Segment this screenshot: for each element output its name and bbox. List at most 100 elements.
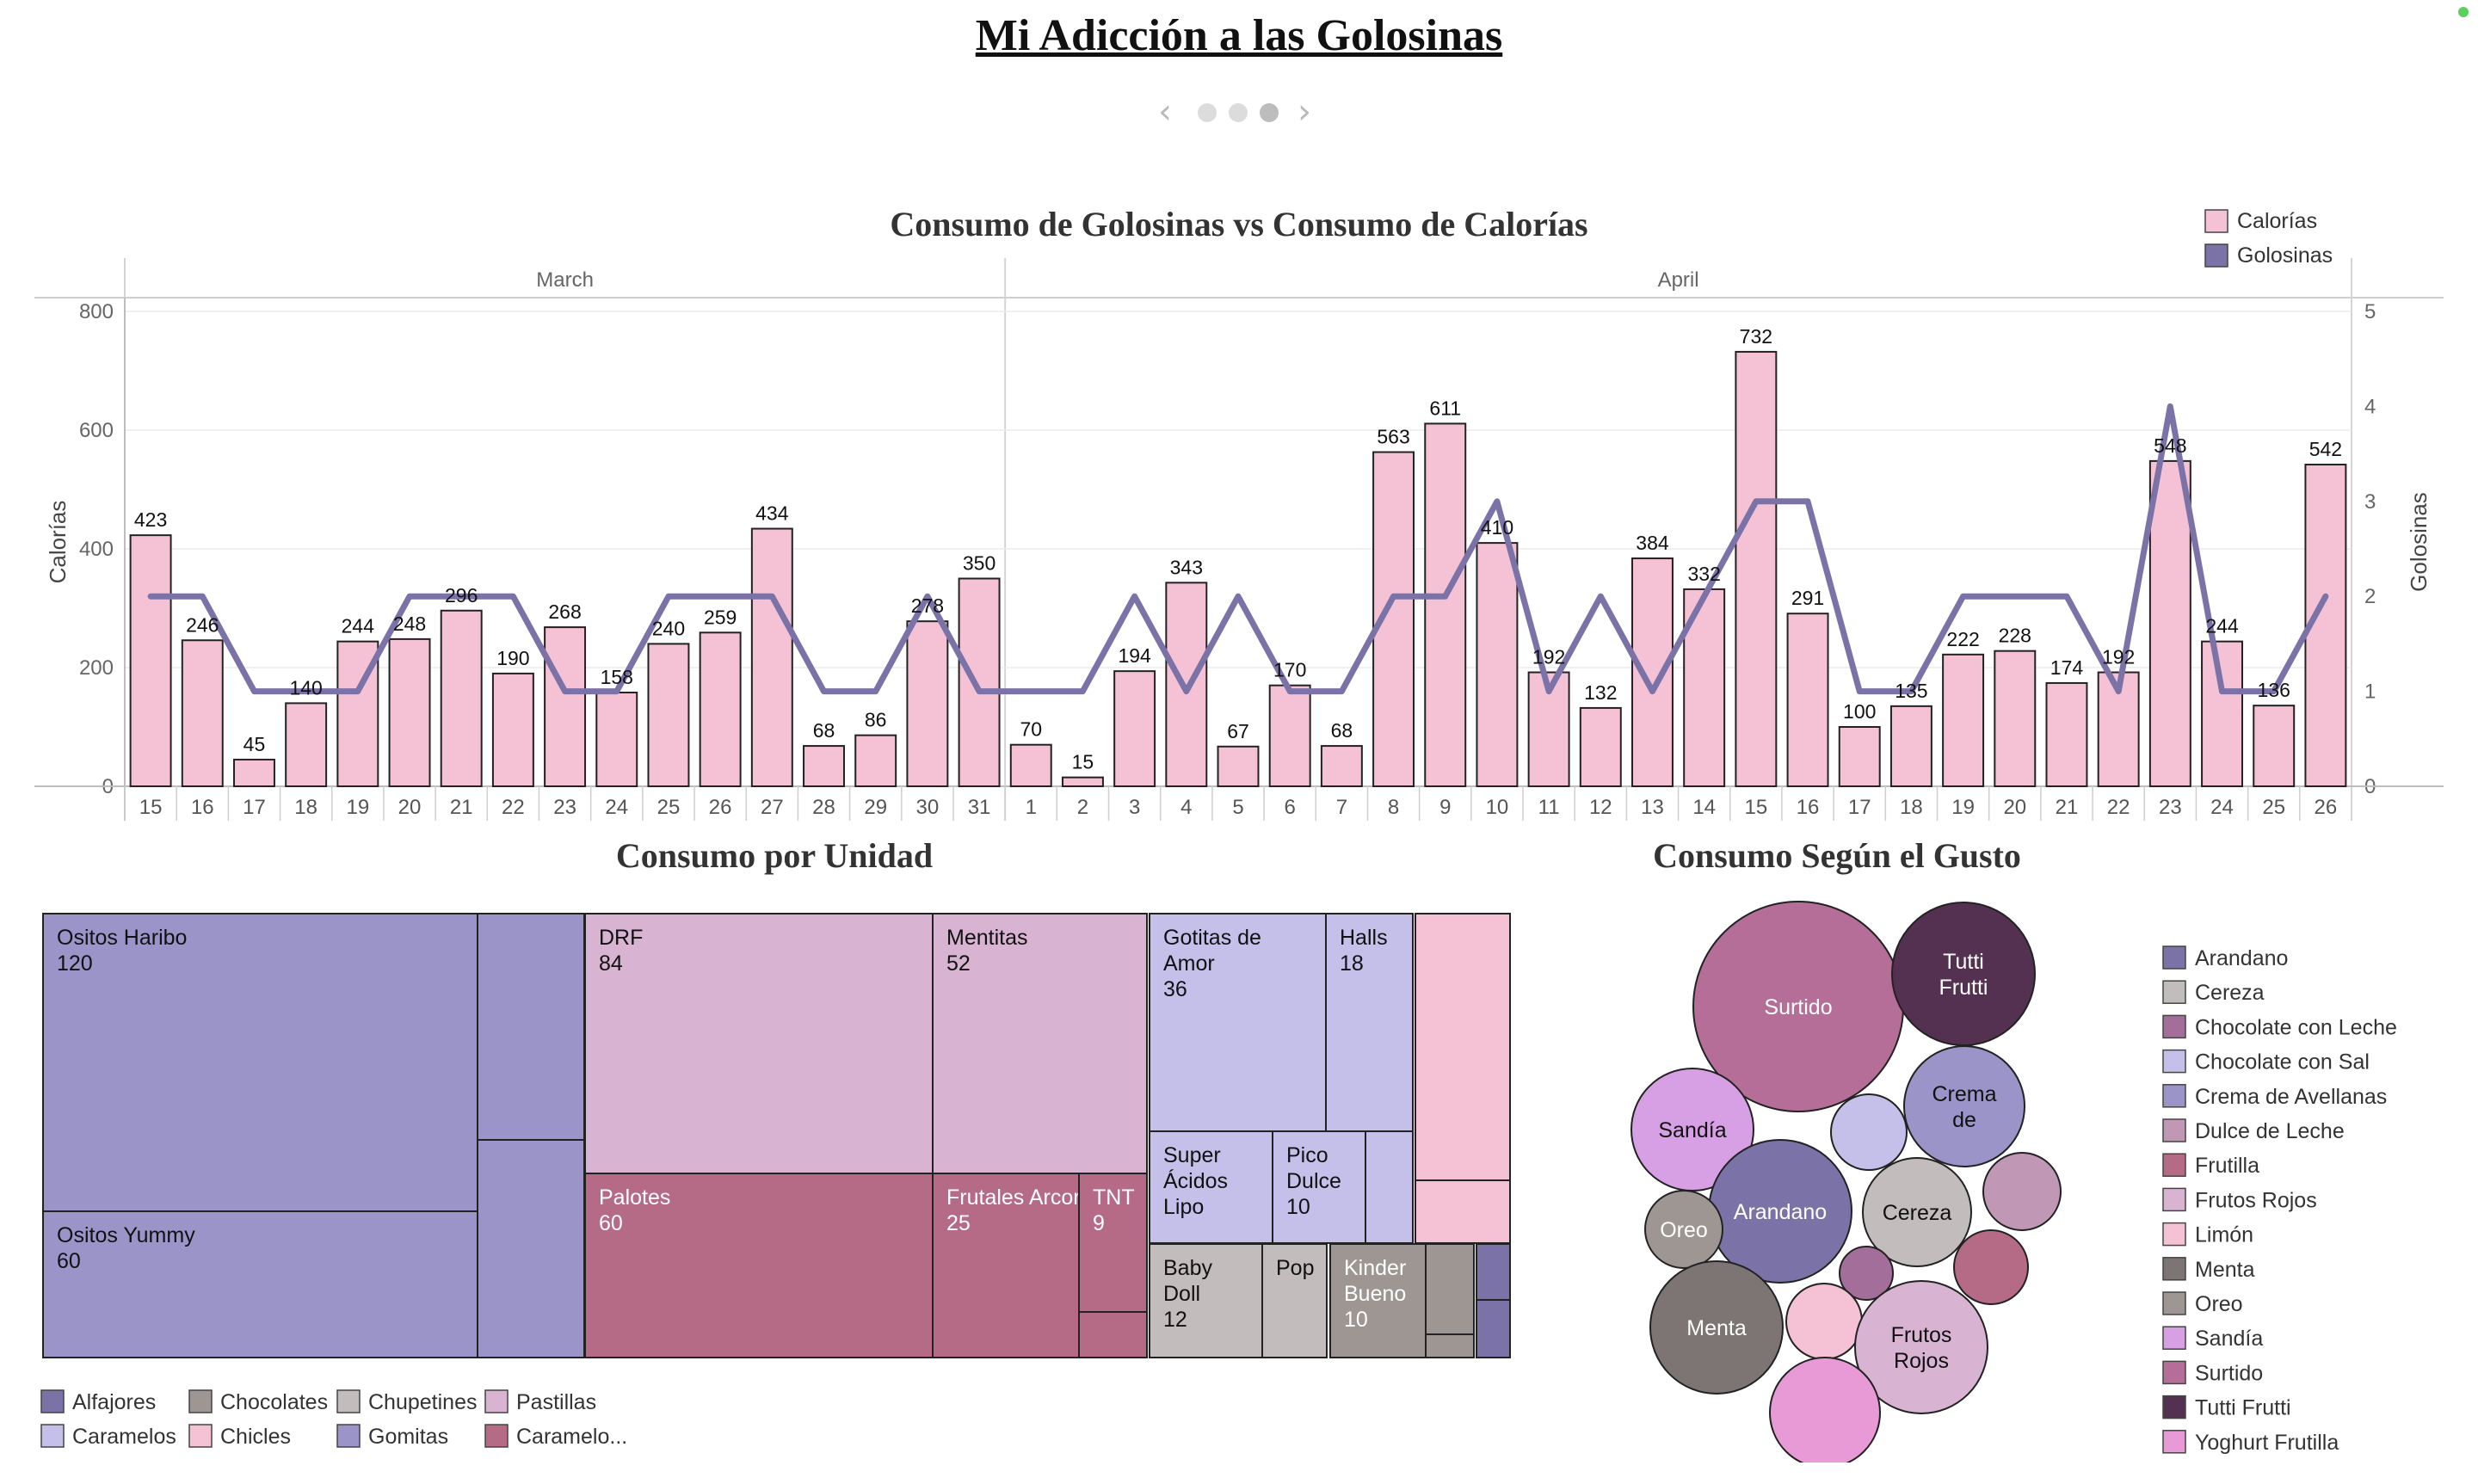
pager-dot-3[interactable] [1260, 103, 1279, 122]
treemap-legend-swatch [484, 1424, 509, 1448]
treemap-cell-label: Super Ácidos Lipo [1163, 1143, 1228, 1219]
bar-value-label: 222 [1946, 628, 1979, 650]
treemap-cell [1415, 1179, 1511, 1244]
treemap-cell-label: Palotes [599, 1185, 670, 1210]
bubble-legend-swatch [2162, 1360, 2186, 1385]
golosinas-line [147, 403, 2329, 695]
x-tick-label: 19 [346, 796, 369, 819]
treemap-cell-value: 120 [57, 951, 93, 976]
bar-value-label: 190 [496, 647, 529, 669]
bubble-label: Crema de [1932, 1082, 1996, 1132]
bar [181, 639, 224, 788]
x-tick-label: 7 [1336, 796, 1347, 819]
bubble-legend-swatch [2162, 1014, 2186, 1039]
treemap-legend-swatch [484, 1389, 509, 1413]
treemap-cell [932, 1173, 1080, 1358]
bubble [1862, 1157, 1972, 1267]
pager-dot-1[interactable] [1198, 103, 1217, 122]
bubble-legend-label: Menta [2195, 1258, 2255, 1282]
bar [958, 577, 1001, 787]
x-tick-label: 17 [243, 796, 266, 819]
treemap-cell-value: 25 [946, 1211, 971, 1235]
status-indicator [2458, 7, 2469, 17]
page-pager: ‹ › [1153, 92, 1325, 132]
bar-value-label: 244 [342, 615, 375, 637]
x-tick-label: 18 [294, 796, 317, 819]
treemap-cell [1149, 913, 1327, 1132]
bar [854, 734, 897, 787]
x-tick-label: 25 [2262, 796, 2285, 819]
x-tick-label: 1 [1026, 796, 1037, 819]
treemap-legend-label: Caramelos [72, 1425, 176, 1449]
treemap-cell [477, 1139, 585, 1358]
bubble-legend-label: Surtido [2195, 1361, 2263, 1385]
x-tick-label: 8 [1388, 796, 1399, 819]
bar-value-label: 68 [1331, 719, 1353, 742]
treemap-cell-label: Halls [1340, 926, 1388, 950]
treemap-cell-label: Gotitas de Amor [1163, 926, 1261, 976]
legend-label-calorías: Calorías [2237, 209, 2317, 233]
bar-value-label: 192 [1532, 646, 1565, 668]
bubble-legend-label: Sandía [2195, 1327, 2263, 1351]
y-tick-label: 400 [79, 538, 114, 561]
x-tick-label: 20 [2003, 796, 2026, 819]
bar [1320, 745, 1363, 788]
chevron-right-icon[interactable]: › [1298, 92, 1311, 132]
y2-tick-label: 4 [2364, 395, 2376, 418]
bubble-legend-label: Frutilla [2195, 1154, 2259, 1178]
bar-value-label: 240 [652, 617, 685, 639]
bubble [1854, 1280, 1988, 1414]
treemap-cell-value: 9 [1093, 1211, 1105, 1235]
bubble [1649, 1260, 1784, 1395]
treemap-legend-label: Caramelo... [516, 1425, 627, 1449]
legend-label-golosinas: Golosinas [2237, 243, 2333, 268]
bar-value-label: 136 [2258, 679, 2290, 701]
bar [1889, 705, 1932, 787]
x-tick-label: 31 [968, 796, 991, 819]
treemap-cell-value: 10 [1344, 1308, 1368, 1332]
x-tick-label: 13 [1641, 796, 1664, 819]
x-tick-label: 22 [502, 796, 525, 819]
chevron-left-icon[interactable]: ‹ [1158, 92, 1172, 132]
x-tick-label: 2 [1077, 796, 1088, 819]
x-tick-label: 23 [2159, 796, 2182, 819]
bar-value-label: 384 [1636, 532, 1669, 554]
bar-value-label: 135 [1895, 680, 1927, 702]
bar-value-label: 248 [393, 613, 426, 635]
y-tick-label: 800 [79, 300, 114, 323]
bar [1217, 745, 1260, 788]
bar-value-label: 67 [1227, 720, 1249, 742]
y-tick-label: 600 [79, 419, 114, 442]
legend-swatch-calorías [2204, 209, 2228, 233]
y2-tick-label: 2 [2364, 585, 2376, 608]
x-tick-label: 26 [2315, 796, 2338, 819]
bar-value-label: 296 [445, 584, 478, 607]
legend-swatch-golosinas [2204, 243, 2228, 268]
x-tick-label: 9 [1439, 796, 1451, 819]
bubble-legend-swatch [2162, 1291, 2186, 1315]
bar [1994, 650, 2037, 787]
bar-value-label: 228 [1999, 625, 2031, 647]
bar [1631, 557, 1674, 787]
bubble-legend-label: Chocolate con Sal [2195, 1050, 2370, 1075]
bar [1838, 726, 1881, 787]
treemap-legend-label: Chocolates [220, 1390, 328, 1414]
x-tick-label: 12 [1589, 796, 1612, 819]
treemap-cell [1425, 1333, 1475, 1358]
x-tick-label: 20 [398, 796, 422, 819]
treemap-legend-label: Gomitas [368, 1425, 448, 1449]
bar [647, 643, 690, 788]
treemap-cell-value: 60 [599, 1211, 623, 1235]
bar-value-label: 332 [1687, 563, 1720, 585]
pager-dot-2[interactable] [1229, 103, 1248, 122]
bar-value-label: 291 [1791, 587, 1824, 609]
bubble-legend-swatch [2162, 1187, 2186, 1212]
x-tick-label: 18 [1900, 796, 1923, 819]
treemap-cell-label: Kinder Bueno [1344, 1256, 1406, 1306]
bar-value-label: 194 [1118, 644, 1151, 667]
treemap-cell [1476, 1299, 1511, 1358]
bar-value-label: 434 [755, 502, 789, 525]
bubble-label: Cereza [1883, 1201, 1952, 1225]
bar [2045, 681, 2088, 787]
